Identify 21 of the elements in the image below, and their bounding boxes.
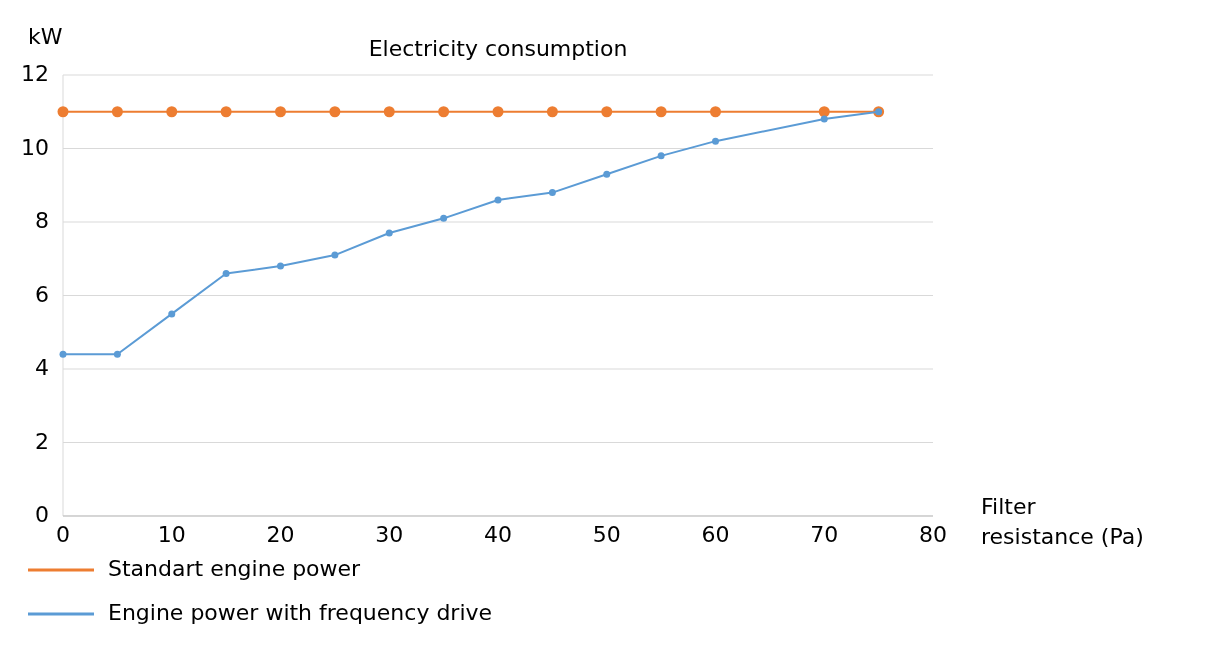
y-tick-label: 8 [35, 208, 49, 233]
x-tick-label: 30 [375, 522, 404, 547]
x-axis-title: Filter resistance (Pa) [981, 494, 1144, 549]
chart-title: Electricity consumption [368, 36, 628, 61]
x-tick-label: 80 [919, 522, 947, 547]
legend-label: Standart engine power [108, 556, 362, 581]
legend-label: Engine power with frequency drive [108, 600, 493, 625]
y-tick-label: 0 [35, 502, 49, 527]
x-tick-label: 20 [266, 522, 295, 547]
y-axis-title: kW [28, 24, 63, 49]
x-tick-label: 40 [484, 522, 512, 547]
x-tick-label: 70 [810, 522, 839, 547]
y-tick-label: 4 [35, 355, 49, 380]
x-tick-label: 10 [157, 522, 186, 547]
y-tick-label: 10 [21, 134, 49, 160]
y-tick-label: 6 [35, 281, 49, 307]
x-tick-label: 50 [592, 522, 621, 547]
y-tick-label: 12 [21, 61, 49, 86]
y-tick-label: 2 [35, 428, 49, 454]
x-tick-label: 60 [701, 522, 730, 547]
x-tick-label: 0 [56, 522, 70, 547]
